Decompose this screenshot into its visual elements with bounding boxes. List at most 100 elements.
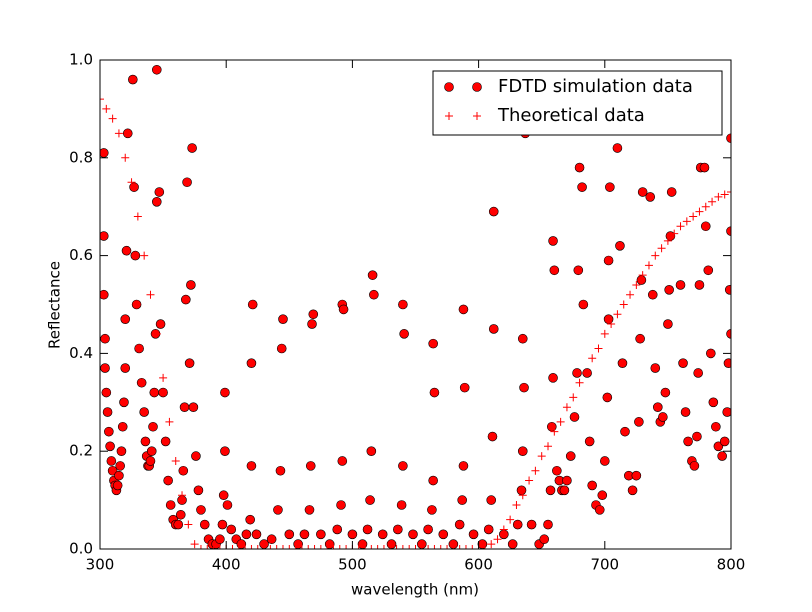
circle-marker bbox=[559, 485, 570, 496]
circle-marker bbox=[454, 519, 465, 530]
plus-marker bbox=[720, 190, 729, 199]
circle-marker bbox=[284, 529, 295, 540]
plus-marker bbox=[619, 300, 628, 309]
circle-marker bbox=[305, 461, 316, 471]
circle-marker bbox=[266, 534, 277, 545]
circle-marker bbox=[218, 490, 229, 501]
plus-marker bbox=[449, 545, 458, 549]
y-tick-label: 1.0 bbox=[69, 51, 93, 69]
circle-marker bbox=[186, 280, 196, 290]
circle-marker bbox=[486, 495, 497, 505]
circle-marker bbox=[468, 529, 479, 540]
circle-marker bbox=[119, 397, 129, 408]
circle-marker bbox=[663, 319, 673, 329]
x-axis-label: wavelength (nm) bbox=[351, 581, 479, 599]
circle-marker bbox=[483, 524, 494, 535]
circle-marker bbox=[562, 475, 572, 486]
plus-marker bbox=[335, 545, 344, 549]
circle-marker bbox=[584, 436, 595, 447]
circle-marker bbox=[324, 539, 335, 549]
circle-marker bbox=[131, 299, 142, 310]
circle-marker bbox=[519, 382, 529, 393]
circle-marker bbox=[338, 304, 349, 315]
circle-marker bbox=[278, 314, 288, 324]
circle-marker bbox=[458, 461, 469, 471]
circle-marker bbox=[488, 206, 499, 217]
plus-marker bbox=[436, 545, 445, 549]
circle-marker bbox=[357, 539, 368, 549]
circle-marker bbox=[597, 490, 608, 501]
plus-marker bbox=[342, 545, 351, 549]
plus-marker bbox=[165, 417, 174, 426]
plus-marker bbox=[468, 545, 477, 549]
circle-marker bbox=[699, 162, 710, 173]
circle-marker bbox=[293, 539, 303, 549]
plus-marker bbox=[102, 104, 111, 113]
circle-marker bbox=[549, 265, 560, 276]
circle-marker bbox=[173, 519, 184, 530]
circle-marker bbox=[577, 182, 587, 192]
plus-marker bbox=[537, 452, 546, 461]
circle-marker bbox=[516, 485, 527, 496]
plus-marker bbox=[316, 545, 325, 549]
circle-marker bbox=[706, 348, 716, 359]
legend-marker bbox=[473, 112, 481, 120]
plus-marker bbox=[487, 540, 496, 549]
circle-marker bbox=[215, 534, 225, 545]
circle-marker bbox=[191, 451, 201, 461]
circle-marker bbox=[477, 539, 488, 549]
plus-marker bbox=[575, 378, 584, 387]
circle-marker bbox=[635, 333, 645, 344]
plus-marker bbox=[140, 251, 149, 260]
circle-marker bbox=[365, 495, 375, 505]
circle-marker bbox=[251, 529, 262, 540]
plus-marker bbox=[260, 545, 269, 549]
circle-marker bbox=[507, 539, 518, 549]
circle-marker bbox=[572, 368, 582, 378]
plus-marker bbox=[638, 271, 647, 280]
plus-marker bbox=[323, 545, 332, 549]
legend-marker bbox=[444, 82, 454, 92]
circle-marker bbox=[241, 529, 252, 540]
plus-marker bbox=[411, 545, 420, 549]
y-tick-label: 0.2 bbox=[69, 442, 93, 460]
circle-marker bbox=[193, 485, 204, 496]
plus-marker bbox=[550, 427, 559, 436]
circle-marker bbox=[587, 480, 597, 491]
circle-marker bbox=[438, 529, 449, 540]
circle-marker bbox=[653, 402, 663, 412]
circle-marker bbox=[423, 524, 433, 535]
circle-marker bbox=[149, 387, 160, 398]
circle-marker bbox=[719, 436, 730, 447]
x-tick-label: 700 bbox=[590, 556, 619, 574]
circle-marker bbox=[428, 475, 438, 486]
plus-marker bbox=[184, 520, 193, 529]
circle-marker bbox=[637, 187, 648, 197]
circle-marker bbox=[299, 529, 310, 540]
circle-marker bbox=[136, 377, 147, 388]
plus-marker bbox=[241, 545, 250, 549]
circle-marker bbox=[220, 387, 230, 398]
circle-marker bbox=[116, 446, 127, 457]
legend-label: Theoretical data bbox=[497, 105, 645, 126]
circle-marker bbox=[693, 368, 703, 378]
plus-marker bbox=[676, 222, 685, 231]
circle-marker bbox=[627, 485, 638, 496]
circle-marker bbox=[664, 285, 674, 295]
circle-marker bbox=[658, 412, 668, 422]
circle-marker bbox=[246, 358, 257, 368]
circle-marker bbox=[106, 456, 117, 466]
plus-marker bbox=[133, 212, 142, 221]
legend-marker bbox=[472, 82, 482, 92]
circle-marker bbox=[634, 417, 644, 427]
circle-marker bbox=[217, 519, 228, 530]
circle-marker bbox=[175, 509, 186, 520]
y-tick-label: 0.8 bbox=[69, 148, 93, 166]
plus-marker bbox=[253, 545, 262, 549]
plus-marker bbox=[556, 417, 565, 426]
circle-marker bbox=[396, 500, 407, 510]
circle-marker bbox=[120, 314, 131, 324]
circle-marker bbox=[100, 231, 109, 241]
circle-marker bbox=[105, 441, 115, 452]
circle-marker bbox=[377, 529, 388, 540]
